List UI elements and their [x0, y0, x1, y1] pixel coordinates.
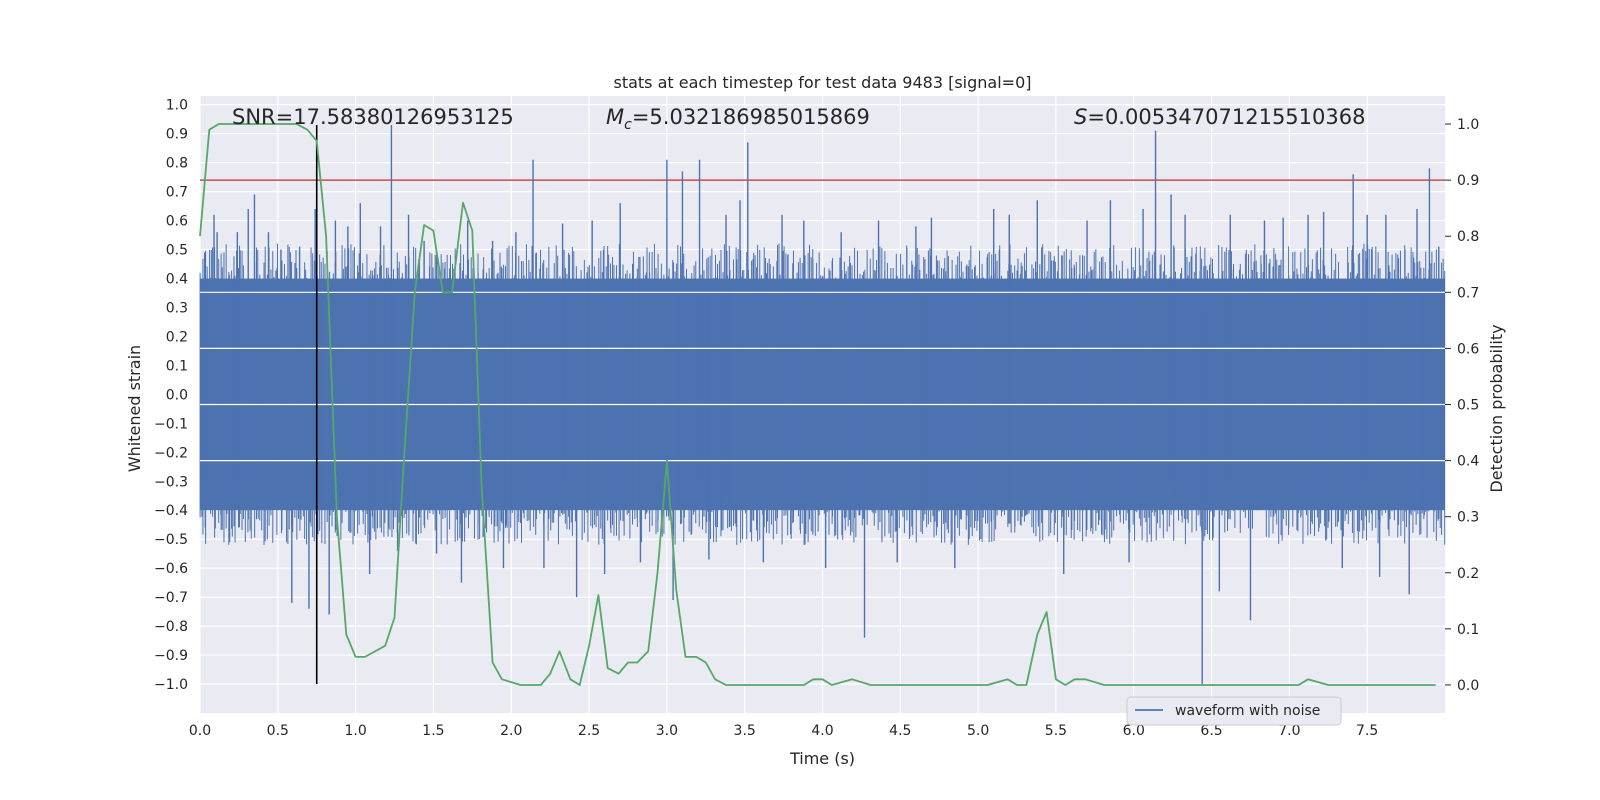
chirp-mass-annotation: Mc=5.032186985015869 [606, 105, 870, 133]
chart-title: stats at each timestep for test data 948… [613, 73, 1031, 92]
y-right-tick-label: 0.1 [1457, 622, 1479, 638]
x-tick-label: 2.0 [500, 723, 522, 739]
y-right-tick-label: 0.8 [1457, 229, 1479, 245]
y-left-tick-label: −0.1 [154, 416, 188, 432]
y-right-tick-label: 0.6 [1457, 341, 1479, 357]
y-left-tick-label: −0.6 [154, 561, 188, 577]
s-statistic-annotation: S=0.005347071215510368 [1074, 105, 1365, 129]
y-right-axis-label: Detection probability [1487, 324, 1506, 492]
y-left-tick-label: 0.0 [166, 387, 188, 403]
y-left-axis-label: Whitened strain [125, 345, 144, 472]
y-left-tick-label: −0.3 [154, 474, 188, 490]
y-left-tick-label: 0.7 [166, 185, 188, 201]
chirp-mass-subscript: c [624, 117, 632, 133]
x-tick-label: 4.0 [811, 723, 833, 739]
y-left-tick-label: 0.1 [166, 358, 188, 374]
y-right-tick-label: 0.0 [1457, 678, 1479, 694]
s-statistic-value: =0.005347071215510368 [1087, 105, 1365, 129]
legend-box [1126, 696, 1342, 726]
chirp-mass-symbol: M [606, 105, 624, 129]
probability-line [199, 123, 1436, 686]
y-left-tick-label: −1.0 [154, 677, 188, 693]
y-left-tick-label: 0.2 [166, 329, 188, 345]
y-right-tick-label: 0.9 [1457, 173, 1479, 189]
probability-series [199, 123, 1436, 686]
axis-ticks: 0.0 0.5 1.0 1.5 2.0 2.5 3.0 3.5 4.0 4.5 5.0 5.5 6.0 6… [154, 98, 1479, 739]
x-tick-label: 6.0 [1123, 723, 1145, 739]
x-tick-label: 7.5 [1356, 723, 1378, 739]
x-tick-label: 0.0 [189, 723, 211, 739]
chirp-mass-value: =5.032186985015869 [632, 105, 870, 129]
y-left-tick-label: −0.2 [154, 445, 188, 461]
legend: waveform with noise [1126, 696, 1342, 726]
y-right-tick-label: 0.3 [1457, 510, 1479, 526]
y-left-tick-label: −0.4 [154, 503, 188, 519]
x-tick-label: 1.0 [344, 723, 366, 739]
x-tick-label: 2.5 [578, 723, 600, 739]
s-statistic-symbol: S [1074, 105, 1087, 129]
y-right-tick-label: 1.0 [1457, 117, 1479, 133]
y-left-tick-label: −0.8 [154, 619, 188, 635]
x-tick-label: 4.5 [889, 723, 911, 739]
y-left-tick-label: −0.9 [154, 648, 188, 664]
overlay-lines [200, 124, 1445, 685]
y-left-tick-label: 0.3 [166, 300, 188, 316]
x-tick-label: 5.0 [967, 723, 989, 739]
y-left-tick-label: 1.0 [166, 98, 188, 114]
x-tick-label: 3.0 [656, 723, 678, 739]
x-axis-label: Time (s) [789, 749, 855, 768]
x-tick-label: 5.5 [1045, 723, 1067, 739]
strain-series [199, 124, 1446, 685]
y-right-tick-label: 0.4 [1457, 454, 1479, 470]
y-right-tick-label: 0.5 [1457, 398, 1479, 414]
y-left-tick-label: 0.8 [166, 156, 188, 172]
y-right-tick-label: 0.7 [1457, 285, 1479, 301]
y-left-tick-label: 0.5 [166, 243, 188, 259]
x-tick-label: 7.0 [1278, 723, 1300, 739]
y-left-tick-label: −0.5 [154, 532, 188, 548]
x-tick-label: 0.5 [267, 723, 289, 739]
x-tick-label: 1.5 [422, 723, 444, 739]
x-tick-label: 6.5 [1200, 723, 1222, 739]
y-left-tick-label: −0.7 [154, 590, 188, 606]
y-left-tick-label: 0.9 [166, 127, 188, 143]
y-left-tick-label: 0.6 [166, 214, 188, 230]
legend-entry-label: waveform with noise [1175, 703, 1320, 719]
y-right-tick-label: 0.2 [1457, 566, 1479, 582]
y-left-tick-label: 0.4 [166, 271, 188, 287]
x-tick-label: 3.5 [734, 723, 756, 739]
snr-annotation: SNR=17.58380126953125 [232, 105, 514, 129]
